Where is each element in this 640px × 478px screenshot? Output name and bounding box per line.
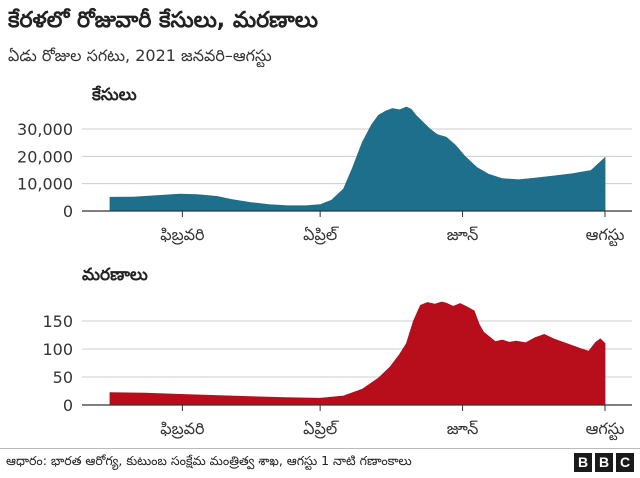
deaths-x-tick-label: ఫిబ్రవరి xyxy=(160,419,204,439)
cases-x-tick-label: ఏప్రిల్ xyxy=(303,225,340,245)
cases-y-tick-label: 10,000 xyxy=(17,175,73,194)
charts-svg: కేసులు 0 10,000 20,000 30,000 ఫిబ్రవరి ఏప్రిల్… xyxy=(17,85,632,441)
source-note: ఆధారం: భారత ఆరోగ్య, కుటుంబ సంక్షేమ మంత్ర… xyxy=(6,453,412,468)
cases-y-tick-label: 20,000 xyxy=(17,147,73,166)
deaths-y-tick-label: 0 xyxy=(63,396,73,415)
deaths-panel: మరణాలు 0 50 100 150 ఫిబ్రవరి ఏప్రిల్ జూన్ ఆగస్టు xyxy=(42,265,632,441)
cases-area xyxy=(109,106,606,212)
cases-panel: కేసులు 0 10,000 20,000 30,000 ఫిబ్రవరి ఏప్రిల్… xyxy=(17,85,632,247)
cases-y-tick-label: 30,000 xyxy=(17,120,73,139)
cases-y-tick-label: 0 xyxy=(63,202,73,221)
bbc-logo: B B C xyxy=(574,453,634,472)
deaths-panel-label: మరణాలు xyxy=(82,265,148,285)
deaths-x-tick-label: ఆగస్టు xyxy=(586,419,625,441)
deaths-x-tick-label: జూన్ xyxy=(447,419,479,438)
bbc-logo-letter: C xyxy=(616,453,634,472)
cases-x-tick-label: జూన్ xyxy=(447,225,479,244)
deaths-y-tick-label: 100 xyxy=(42,340,73,359)
chart-subtitle: ఏడు రోజుల సగటు, 2021 జనవరి–ఆగస్టు xyxy=(8,46,272,65)
deaths-y-tick-label: 150 xyxy=(42,312,73,331)
footer-divider xyxy=(0,448,640,449)
bbc-logo-letter: B xyxy=(574,453,592,472)
cases-x-tick-label: ఆగస్టు xyxy=(586,225,625,247)
chart-title: కేరళలో రోజువారీ కేసులు, మరణాలు xyxy=(8,8,318,33)
cases-panel-label: కేసులు xyxy=(91,85,137,105)
bbc-logo-letter: B xyxy=(595,453,613,472)
cases-x-tick-label: ఫిబ్రవరి xyxy=(160,225,204,245)
deaths-area xyxy=(109,301,606,406)
deaths-y-tick-label: 50 xyxy=(53,368,73,387)
deaths-x-tick-label: ఏప్రిల్ xyxy=(303,419,340,439)
